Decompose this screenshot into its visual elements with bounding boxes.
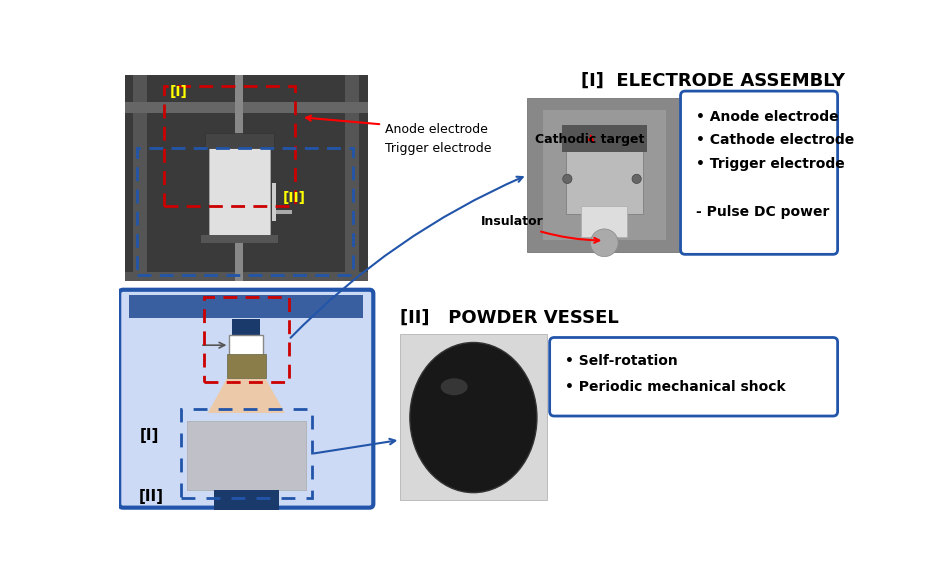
Bar	[129, 295, 364, 318]
Bar	[133, 75, 147, 281]
Text: [I]  ELECTRODE ASSEMBLY: [I] ELECTRODE ASSEMBLY	[582, 72, 845, 90]
Text: [II]: [II]	[138, 489, 164, 504]
Text: • Anode electrode
• Cathode electrode
• Trigger electrode

- Pulse DC power: • Anode electrode • Cathode electrode • …	[696, 109, 855, 219]
Bar	[277, 210, 292, 214]
FancyBboxPatch shape	[120, 290, 373, 508]
Text: Insulator: Insulator	[482, 215, 599, 243]
Bar	[233, 319, 260, 336]
Text: Anode electrode: Anode electrode	[306, 116, 488, 136]
Circle shape	[632, 174, 641, 183]
Bar	[400, 335, 547, 500]
Bar	[345, 75, 359, 281]
Bar	[214, 490, 279, 513]
Circle shape	[563, 174, 572, 183]
Bar	[272, 183, 277, 221]
Bar	[205, 133, 274, 148]
Bar	[236, 75, 243, 281]
Bar	[527, 98, 682, 252]
Ellipse shape	[440, 378, 468, 395]
Bar	[209, 136, 270, 237]
Bar	[542, 109, 666, 241]
Bar	[582, 206, 627, 237]
Text: [II]   POWDER VESSEL: [II] POWDER VESSEL	[400, 309, 619, 327]
Bar	[201, 235, 278, 243]
Circle shape	[591, 229, 618, 257]
Bar	[227, 354, 266, 378]
Bar	[562, 125, 647, 152]
Text: [I]: [I]	[140, 428, 159, 443]
Bar	[187, 421, 307, 490]
Ellipse shape	[410, 343, 537, 493]
FancyBboxPatch shape	[681, 91, 838, 254]
Text: • Self-rotation
• Periodic mechanical shock: • Self-rotation • Periodic mechanical sh…	[565, 354, 785, 394]
Bar	[125, 75, 368, 281]
Bar	[229, 335, 264, 355]
Text: [II]: [II]	[283, 191, 307, 205]
Bar	[125, 272, 368, 281]
FancyBboxPatch shape	[550, 337, 838, 416]
Bar	[566, 144, 643, 214]
Polygon shape	[208, 378, 285, 413]
Text: Cathodic target: Cathodic target	[535, 133, 644, 146]
Text: [I]: [I]	[170, 85, 188, 100]
Bar	[125, 102, 368, 113]
Text: Trigger electrode: Trigger electrode	[385, 142, 492, 155]
